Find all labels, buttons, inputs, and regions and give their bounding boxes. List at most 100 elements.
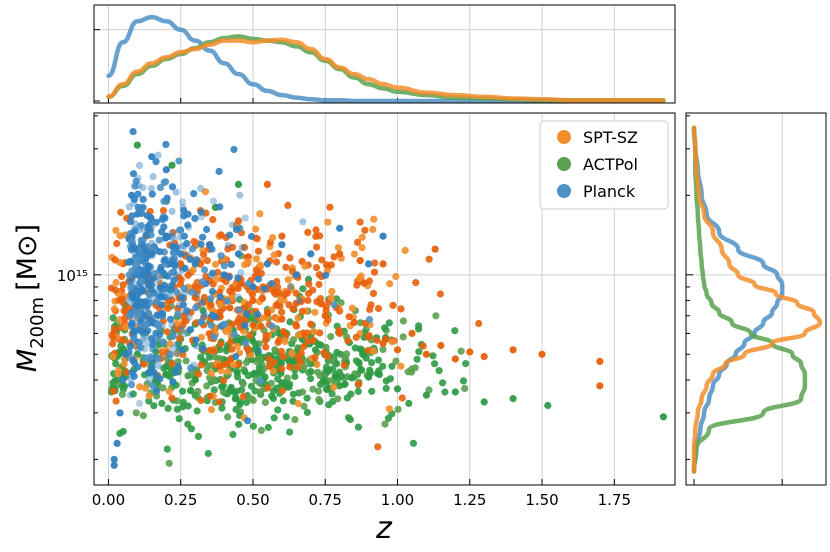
scatter-point <box>295 297 303 305</box>
scatter-point <box>212 275 220 283</box>
scatter-point <box>173 397 181 405</box>
scatter-point <box>176 226 184 234</box>
scatter-point <box>248 291 256 299</box>
scatter-point <box>160 288 168 296</box>
scatter-point <box>212 260 220 268</box>
scatter-point <box>432 312 440 320</box>
scatter-point <box>181 264 189 272</box>
scatter-point <box>393 385 402 393</box>
scatter-point <box>198 298 206 306</box>
scatter-point <box>227 260 235 269</box>
scatter-point <box>125 258 133 266</box>
scatter-point <box>112 360 120 368</box>
scatter-point <box>197 353 205 361</box>
scatter-point <box>110 461 118 469</box>
scatter-point <box>132 177 140 185</box>
scatter-point <box>358 233 366 241</box>
scatter-point <box>244 258 252 266</box>
scatter-point <box>437 341 445 350</box>
scatter-point <box>374 304 383 313</box>
scatter-point <box>299 388 307 396</box>
scatter-point <box>148 345 156 353</box>
scatter-point <box>203 225 211 234</box>
scatter-point <box>208 287 216 296</box>
scatter-point <box>379 260 387 268</box>
scatter-point <box>305 280 313 288</box>
scatter-point <box>155 276 163 284</box>
scatter-point <box>142 298 150 306</box>
scatter-point <box>340 361 348 369</box>
scatter-point <box>135 161 144 169</box>
scatter-point <box>128 212 136 220</box>
scatter-point <box>461 384 469 393</box>
scatter-point <box>358 366 366 374</box>
scatter-point <box>119 382 127 390</box>
scatter-point <box>181 330 189 338</box>
x-tick-label: 1.25 <box>453 491 486 509</box>
scatter-point <box>203 382 211 390</box>
scatter-point <box>381 324 389 332</box>
scatter-point <box>345 313 353 321</box>
x-tick-label: 0.25 <box>164 491 197 509</box>
scatter-point <box>180 232 188 240</box>
scatter-point <box>140 360 148 368</box>
scatter-point <box>285 357 293 365</box>
svg-text:M200m[M⊙]: M200m [M⊙] <box>12 224 48 372</box>
scatter-point <box>299 218 307 226</box>
scatter-point <box>384 414 392 422</box>
scatter-point <box>284 276 292 284</box>
scatter-point <box>150 402 158 410</box>
scatter-point <box>117 342 125 350</box>
scatter-point <box>233 369 241 377</box>
scatter-point <box>198 278 206 286</box>
scatter-point <box>355 359 363 368</box>
scatter-point <box>409 439 417 447</box>
scatter-point <box>232 226 241 234</box>
scatter-point <box>164 304 172 312</box>
legend-marker-planck <box>557 184 571 198</box>
scatter-point <box>156 375 164 383</box>
scatter-point <box>150 269 159 277</box>
scatter-point <box>129 390 137 398</box>
scatter-point <box>146 291 154 299</box>
scatter-point <box>419 342 427 350</box>
scatter-point <box>287 283 295 291</box>
scatter-point <box>398 394 406 402</box>
scatter-point <box>220 376 228 384</box>
scatter-point <box>286 254 294 262</box>
scatter-point <box>288 349 296 357</box>
scatter-point <box>180 284 188 292</box>
scatter-point <box>112 226 120 234</box>
scatter-point <box>236 191 244 199</box>
scatter-point <box>109 352 117 361</box>
scatter-point <box>277 347 285 355</box>
scatter-point <box>431 360 439 368</box>
scatter-point <box>365 315 374 324</box>
scatter-point <box>262 343 270 351</box>
scatter-point <box>197 184 205 192</box>
scatter-point <box>161 178 170 186</box>
scatter-point <box>286 363 294 371</box>
scatter-point <box>160 223 168 231</box>
scatter-point <box>184 221 192 229</box>
scatter-point <box>261 398 269 406</box>
scatter-point <box>173 319 181 327</box>
scatter-point <box>374 356 383 364</box>
scatter-point <box>297 349 305 357</box>
scatter-point <box>197 208 205 216</box>
scatter-point <box>369 225 377 233</box>
scatter-point <box>179 387 187 395</box>
scatter-point <box>270 251 278 259</box>
scatter-point <box>147 335 156 343</box>
scatter-point <box>315 280 323 289</box>
scatter-point <box>134 181 143 189</box>
scatter-point <box>166 340 174 348</box>
scatter-point <box>131 245 139 253</box>
scatter-point <box>179 403 187 411</box>
scatter-point <box>422 350 430 358</box>
scatter-point <box>385 405 393 413</box>
scatter-point <box>144 282 152 290</box>
scatter-point <box>334 395 342 403</box>
scatter-point <box>172 271 180 280</box>
scatter-point <box>328 287 336 295</box>
